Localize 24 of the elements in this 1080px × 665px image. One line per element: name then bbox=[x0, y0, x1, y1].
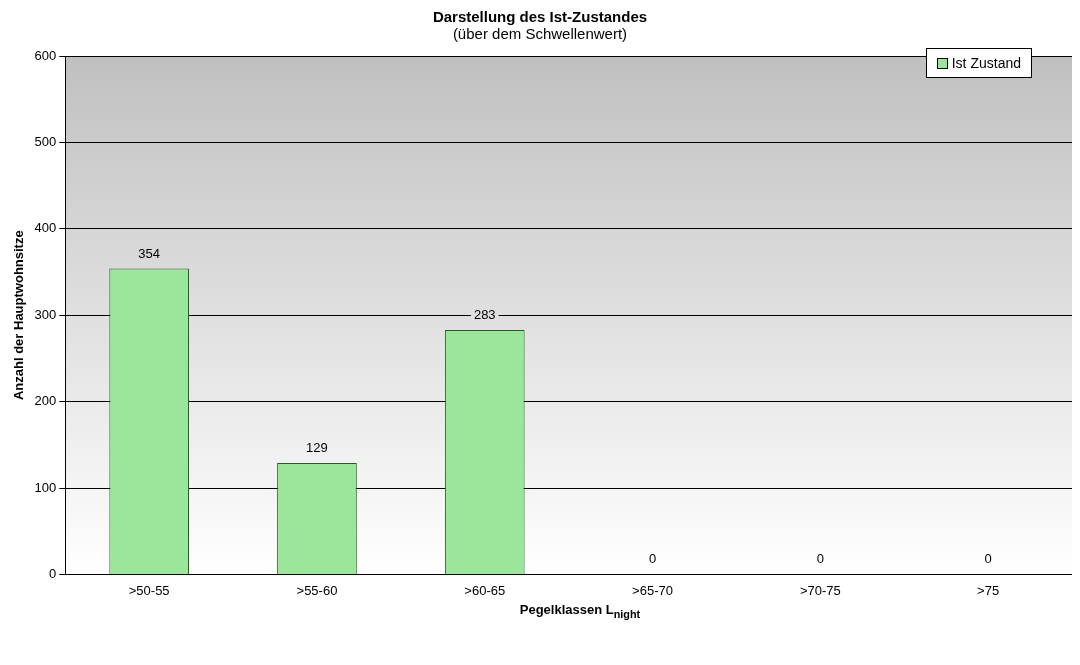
x-tick-label: >65-70 bbox=[632, 582, 673, 598]
data-label: 0 bbox=[648, 551, 657, 567]
chart-title: Darstellung des Ist-Zustandes bbox=[431, 8, 649, 25]
data-label: 354 bbox=[138, 245, 161, 261]
y-tick-label: 300 bbox=[34, 306, 57, 322]
y-tick-label: 500 bbox=[34, 133, 57, 149]
x-axis-title: Pegelklassen L$_{night}$ bbox=[518, 602, 642, 620]
x-tick-label: >70-75 bbox=[799, 582, 841, 598]
y-tick-label: 0 bbox=[49, 565, 57, 581]
data-label: 0 bbox=[816, 551, 824, 567]
y-axis-title: Anzahl der Hauptwohnsitze bbox=[11, 230, 27, 401]
y-tick-label: 200 bbox=[34, 393, 57, 409]
x-tick-label: >60-65 bbox=[464, 582, 506, 598]
y-tick-label: 600 bbox=[34, 47, 57, 63]
y-tick-label: 400 bbox=[34, 220, 57, 236]
x-tick-label: >75 bbox=[977, 582, 1000, 598]
y-tick-label: 100 bbox=[34, 479, 57, 495]
x-tick-label: >50-55 bbox=[128, 582, 170, 598]
data-label: 0 bbox=[984, 551, 992, 567]
text: Ist Zustand bbox=[951, 55, 1021, 71]
data-label: 283 bbox=[473, 306, 496, 322]
chart-subtitle: (über dem Schwellenwert) bbox=[451, 25, 629, 42]
data-label: 129 bbox=[306, 440, 328, 456]
x-tick-label: >55-60 bbox=[296, 582, 338, 598]
